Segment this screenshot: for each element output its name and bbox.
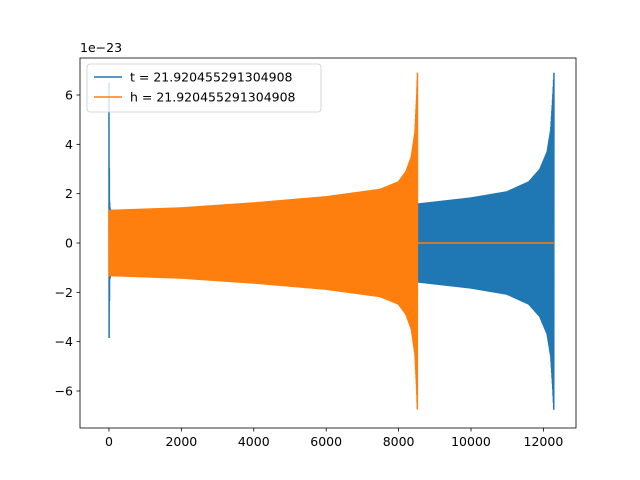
x-tick-label: 2000 (165, 434, 197, 449)
y-tick-label: 4 (65, 137, 73, 152)
plot-area (108, 72, 555, 410)
y-axis: −6 −4 −2 0 2 4 6 (55, 88, 80, 399)
legend-label-h: h = 21.920455291304908 (130, 90, 296, 105)
y-offset-text: 1e−23 (80, 40, 122, 55)
y-tick-label: 0 (65, 236, 73, 251)
x-tick-label: 12000 (524, 434, 564, 449)
x-tick-label: 0 (105, 434, 113, 449)
legend-box (86, 63, 322, 113)
x-tick-label: 10000 (451, 434, 491, 449)
x-tick-label: 8000 (383, 434, 415, 449)
x-tick-label: 6000 (310, 434, 342, 449)
y-tick-label: 2 (65, 186, 73, 201)
legend: t = 21.920455291304908 h = 21.9204552913… (86, 63, 322, 113)
series-line-1 (108, 72, 554, 410)
y-tick-label: 6 (65, 88, 73, 103)
legend-label-t: t = 21.920455291304908 (130, 70, 293, 85)
y-tick-label: −6 (55, 384, 73, 399)
y-tick-label: −2 (55, 285, 73, 300)
x-tick-label: 4000 (238, 434, 270, 449)
x-axis: 0 2000 4000 6000 8000 10000 12000 (105, 428, 563, 449)
y-tick-label: −4 (55, 334, 73, 349)
